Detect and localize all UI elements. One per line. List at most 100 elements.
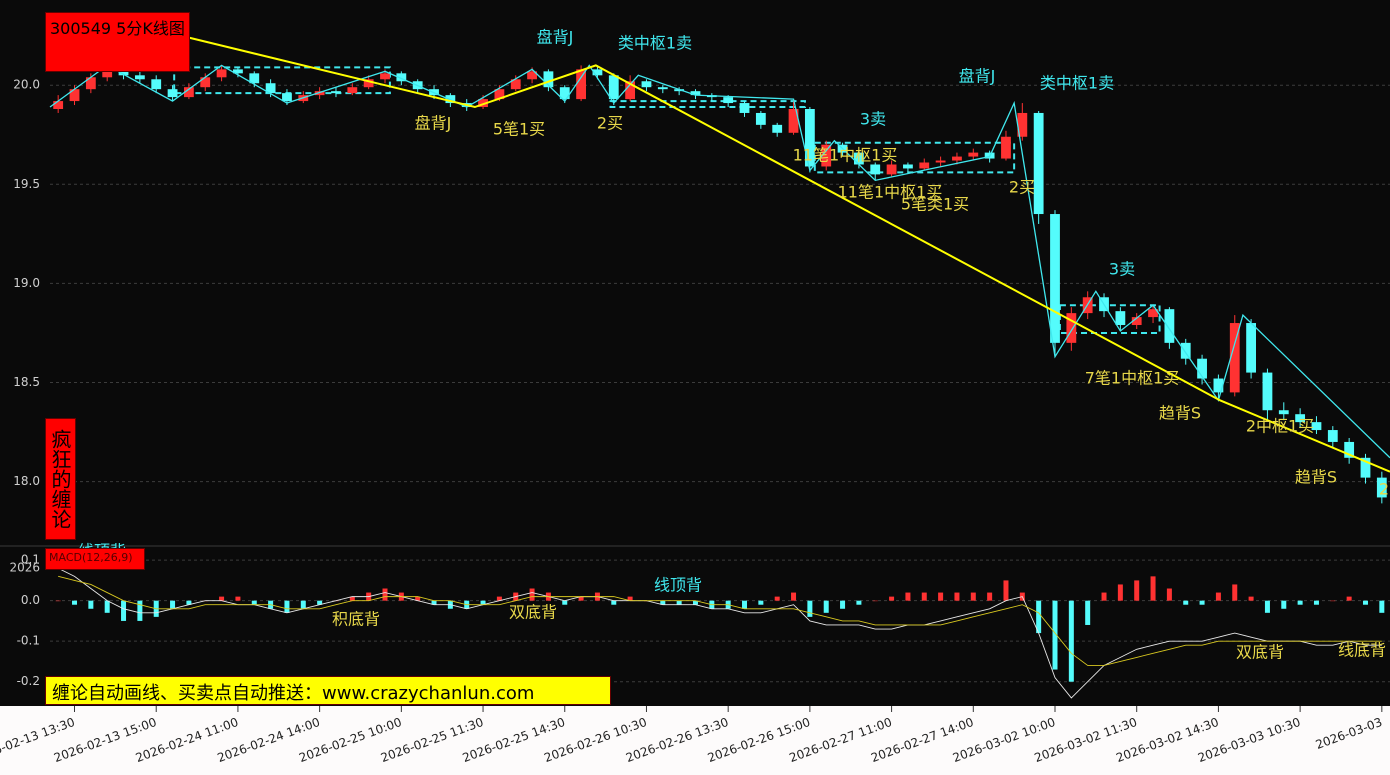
candle-body <box>1197 358 1207 379</box>
candle-body <box>625 81 636 100</box>
x-tick-label: 2026-03-03 <box>1314 715 1384 752</box>
candle-body <box>576 69 586 100</box>
segment-line <box>188 36 1390 473</box>
candle-body <box>200 77 211 88</box>
macd-bar <box>774 596 780 601</box>
candle-body <box>445 95 456 104</box>
macd-bar <box>742 600 748 609</box>
candle-body <box>1311 422 1322 431</box>
candle-body <box>772 124 783 133</box>
candle-body <box>151 79 162 90</box>
macd-bar <box>1036 600 1042 634</box>
zone <box>813 141 1016 174</box>
annotation: 2买 <box>597 114 623 133</box>
macd-bar <box>889 596 895 601</box>
macd-bar <box>382 588 388 601</box>
macd-bar <box>121 600 127 621</box>
candle-body <box>331 91 341 94</box>
macd-bar <box>529 588 535 601</box>
macd-bar <box>349 596 355 601</box>
annotation: 线顶背 <box>654 576 702 595</box>
candle-body <box>804 109 815 167</box>
macd-bar <box>807 600 813 617</box>
y-tick-label: -0.1 <box>17 634 40 648</box>
candle-body <box>1246 323 1256 373</box>
macd-bar <box>1134 580 1140 601</box>
y-tick-label: 0.0 <box>21 593 40 607</box>
candle-body <box>1001 136 1011 159</box>
candle-body <box>265 83 276 94</box>
macd-bar <box>431 600 437 605</box>
candle-body <box>1050 214 1060 343</box>
macd-bar <box>72 600 78 605</box>
macd-bar <box>1183 600 1189 605</box>
candle-body <box>543 71 554 88</box>
candle-body <box>559 87 570 100</box>
macd-bar <box>480 600 486 605</box>
macd-bar <box>823 600 829 613</box>
candle-body <box>1115 311 1126 326</box>
candle-body <box>1376 477 1387 498</box>
candle-body <box>1278 410 1289 415</box>
macd-bar <box>1052 600 1058 670</box>
candle-body <box>1180 342 1191 359</box>
candle-body <box>69 89 80 102</box>
macd-bar <box>1264 600 1270 613</box>
candle-body <box>1327 430 1338 442</box>
macd-bar <box>170 600 176 609</box>
macd-bar <box>905 592 911 601</box>
annotation: 盘背J <box>959 67 996 86</box>
candle-body <box>952 156 962 161</box>
side-label: 疯狂的缠论 <box>45 418 76 540</box>
macd-bar <box>676 600 682 605</box>
zone <box>173 66 391 95</box>
annotation: 趋背S <box>1159 404 1201 423</box>
macd-bar <box>55 600 61 602</box>
y-tick-label: 19.5 <box>13 177 40 191</box>
candle-body <box>510 79 521 90</box>
annotation: 双底背 <box>509 603 557 622</box>
macd-bar <box>496 596 502 601</box>
candle-body <box>118 69 129 76</box>
macd-bar <box>1232 584 1238 601</box>
annotation: 11笔1中枢1买 <box>793 146 898 165</box>
candle-body <box>1164 309 1175 343</box>
candle-body <box>347 87 358 94</box>
candle-body <box>739 103 750 113</box>
candle-body <box>233 69 243 74</box>
annotation: 7笔1中枢1买 <box>1085 369 1180 388</box>
annotation: 积底背 <box>332 610 380 629</box>
annotation: 3卖 <box>1109 260 1135 279</box>
candle-body <box>249 73 260 84</box>
annotation: 双底背 <box>1236 643 1284 662</box>
candle-body <box>1295 414 1306 423</box>
macd-bar <box>1281 600 1287 609</box>
macd-line <box>58 575 1382 666</box>
macd-bar <box>872 600 878 602</box>
candle-body <box>527 71 537 80</box>
macd-bar <box>758 600 764 605</box>
macd-bar <box>660 600 666 605</box>
candle-body <box>1229 323 1240 393</box>
macd-bar <box>938 592 944 601</box>
candle-body <box>657 87 668 90</box>
macd-line <box>57 567 1382 699</box>
candle-body <box>903 164 913 169</box>
candle-body <box>608 75 619 100</box>
candle-body <box>184 87 194 98</box>
macd-bar <box>1068 600 1074 682</box>
annotation: 2买 <box>1009 178 1035 197</box>
candle-body <box>968 152 979 157</box>
candle-body <box>1131 317 1142 326</box>
annotation: 5笔类1买 <box>901 195 969 214</box>
candle-body <box>478 99 488 108</box>
macd-bar <box>987 592 993 601</box>
macd-bar <box>692 600 698 605</box>
y-tick-label: 0.1 <box>21 553 40 567</box>
macd-bar <box>1330 600 1336 602</box>
macd-bar <box>300 600 306 609</box>
candle-body <box>1262 372 1273 411</box>
macd-bar <box>856 600 862 605</box>
